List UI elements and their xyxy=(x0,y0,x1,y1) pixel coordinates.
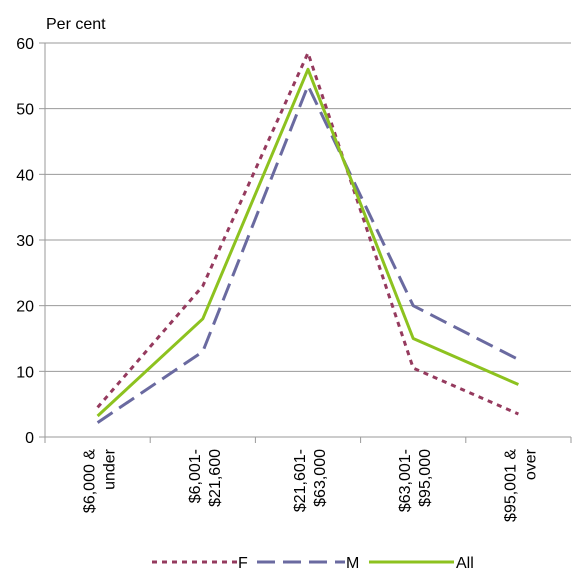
x-tick-label-2-line-0: $21,601- xyxy=(292,449,309,512)
legend: F M All xyxy=(152,555,474,572)
x-tick-label-4: $95,001 & over xyxy=(502,448,539,522)
series-line-m xyxy=(96,84,520,424)
x-tick-label-3: $63,001- $95,000 xyxy=(397,449,434,512)
x-tick-label-3-line-0: $63,001- xyxy=(397,449,414,512)
grid-lines xyxy=(45,42,571,372)
y-tick-label-10: 10 xyxy=(16,364,34,381)
x-tick-label-1-line-0: $6,001- xyxy=(187,449,204,503)
y-tick-label-0: 0 xyxy=(25,430,34,447)
legend-label-f: F xyxy=(238,555,248,572)
y-tick-label-60: 60 xyxy=(16,36,34,53)
x-tick-label-2-line-1: $63,000 xyxy=(312,449,329,507)
x-tick-label-1-line-1: $21,600 xyxy=(207,449,224,507)
y-tick-label-20: 20 xyxy=(16,299,34,316)
series-line-f xyxy=(96,51,519,416)
axes: 0 10 20 30 40 50 60 $6,000 & under $6,001- $21,600… xyxy=(16,36,572,522)
x-tick-label-0-line-0: $6,000 & xyxy=(82,449,99,513)
x-tick-label-4-line-0: $95,001 & xyxy=(502,449,519,522)
series-line-all xyxy=(96,67,520,418)
y-tick-label-30: 30 xyxy=(16,233,34,250)
x-tick-label-2: $21,601- $63,000 xyxy=(292,449,329,512)
x-tick-label-4-line-1: over xyxy=(522,448,539,480)
y-tick-label-50: 50 xyxy=(16,102,34,119)
x-tick-label-0: $6,000 & under xyxy=(82,448,119,513)
x-tick-label-3-line-1: $95,000 xyxy=(417,449,434,507)
y-tick-label-40: 40 xyxy=(16,167,34,184)
legend-label-m: M xyxy=(346,555,359,572)
x-tick-label-1: $6,001- $21,600 xyxy=(187,449,224,507)
legend-label-all: All xyxy=(456,555,474,572)
series-lines xyxy=(96,51,520,424)
y-axis-label: Per cent xyxy=(46,16,106,33)
x-tick-label-0-line-1: under xyxy=(102,448,119,490)
